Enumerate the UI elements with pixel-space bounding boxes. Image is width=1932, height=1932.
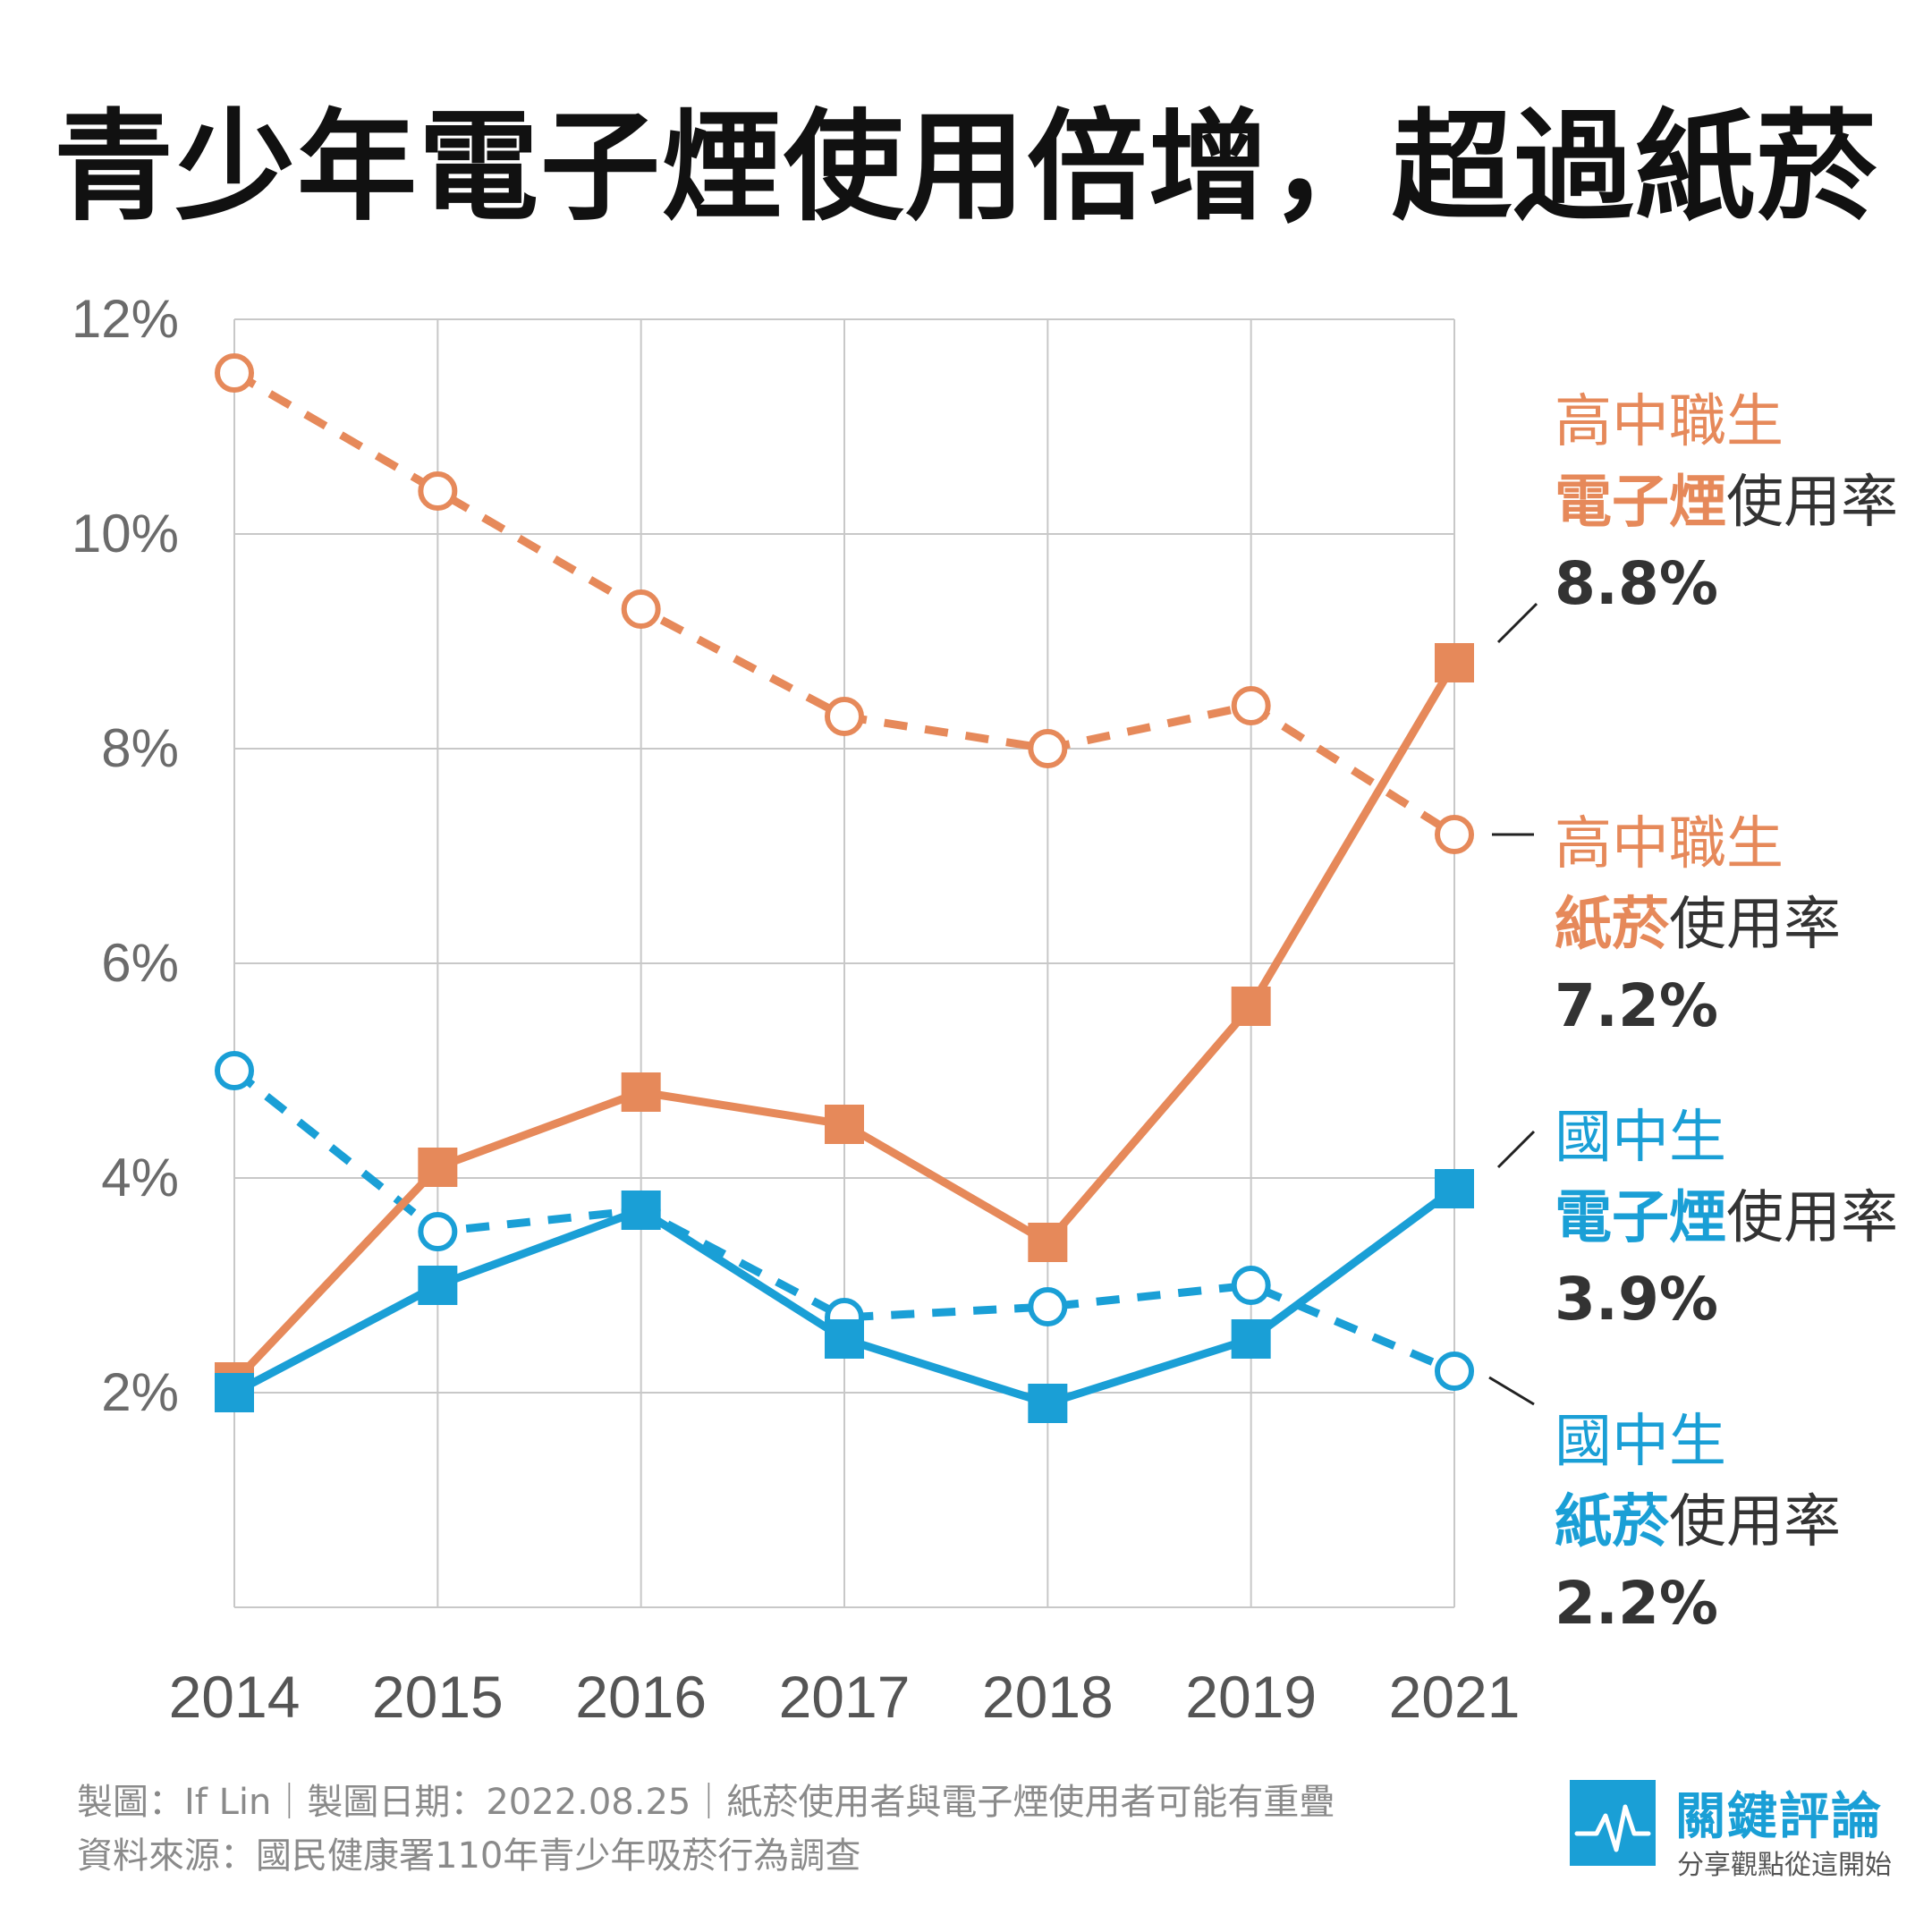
data-point-square xyxy=(1231,1319,1271,1359)
data-point-square xyxy=(1028,1384,1068,1423)
data-point-circle xyxy=(215,353,254,393)
series-lines xyxy=(215,353,1474,1423)
x-tick-label: 2021 xyxy=(1389,1664,1521,1730)
label-hs-ecig: 高中職生 電子煙使用率 8.8% xyxy=(1555,394,1898,614)
x-axis-labels: 2014 2015 2016 2017 2018 2019 2021 xyxy=(169,1664,1521,1730)
label-value: 7.2% xyxy=(1555,971,1719,1040)
data-point-circle xyxy=(215,1051,254,1090)
data-point-square xyxy=(1435,1169,1474,1208)
label-suffix: 使用率 xyxy=(1726,1185,1898,1251)
data-point-square xyxy=(418,1148,458,1187)
pulse-icon xyxy=(1570,1780,1656,1866)
data-point-circle xyxy=(1231,686,1271,725)
y-axis-labels: 12% 10% 8% 6% 4% 2% xyxy=(72,289,179,1422)
label-jh-ecig: 國中生 電子煙使用率 3.9% xyxy=(1555,1109,1898,1329)
data-point-circle xyxy=(1435,815,1474,854)
y-tick-label: 12% xyxy=(72,289,179,349)
data-point-square xyxy=(1028,1223,1068,1262)
label-suffix: 使用率 xyxy=(1669,1489,1841,1555)
data-point-circle xyxy=(825,697,864,736)
data-point-square xyxy=(418,1266,458,1305)
footer-credit: 製圖：If Lin｜製圖日期：2022.08.25｜紙菸使用者與電子煙使用者可能… xyxy=(77,1782,1335,1823)
label-jh-cig: 國中生 紙菸使用率 2.2% xyxy=(1555,1413,1841,1633)
label-group: 國中生 xyxy=(1555,1409,1726,1475)
data-point-circle xyxy=(621,589,661,629)
leader-line xyxy=(1496,602,1538,644)
x-tick-label: 2018 xyxy=(982,1664,1114,1730)
data-point-circle xyxy=(1028,1287,1068,1326)
y-tick-label: 4% xyxy=(101,1148,179,1208)
label-value: 2.2% xyxy=(1555,1569,1719,1638)
label-leader-lines xyxy=(1488,602,1538,1406)
x-tick-label: 2014 xyxy=(169,1664,301,1730)
data-point-circle xyxy=(1028,729,1068,768)
data-point-circle xyxy=(418,1212,458,1251)
data-point-circle xyxy=(1231,1266,1271,1305)
logo-name: 關鍵評論 xyxy=(1675,1788,1883,1846)
logo-tagline: 分享觀點從這開始 xyxy=(1677,1850,1892,1881)
label-product: 紙菸 xyxy=(1555,892,1669,958)
data-point-circle xyxy=(1435,1352,1474,1391)
data-point-square xyxy=(1231,987,1271,1026)
label-product: 紙菸 xyxy=(1555,1489,1669,1555)
data-point-square xyxy=(621,1072,661,1112)
y-tick-label: 2% xyxy=(101,1362,179,1422)
label-product: 電子煙 xyxy=(1555,470,1726,536)
label-value: 8.8% xyxy=(1555,549,1719,618)
data-point-square xyxy=(825,1105,864,1144)
x-tick-label: 2015 xyxy=(372,1664,504,1730)
data-point-circle xyxy=(418,471,458,511)
leader-line xyxy=(1488,1376,1535,1406)
data-point-square xyxy=(1435,643,1474,682)
x-tick-label: 2016 xyxy=(575,1664,707,1730)
label-group: 高中職生 xyxy=(1555,389,1784,455)
label-hs-cig: 高中職生 紙菸使用率 7.2% xyxy=(1555,816,1841,1036)
footer: 製圖：If Lin｜製圖日期：2022.08.25｜紙菸使用者與電子煙使用者可能… xyxy=(77,1775,1335,1883)
data-point-square xyxy=(215,1373,254,1412)
data-point-square xyxy=(621,1191,661,1230)
grid-lines xyxy=(233,318,1455,1608)
x-tick-label: 2019 xyxy=(1185,1664,1317,1730)
footer-source: 資料來源：國民健康署110年青少年吸菸行為調查 xyxy=(77,1835,861,1877)
chart-title: 青少年電子煙使用倍增，超過紙菸 xyxy=(53,97,1878,237)
leader-line xyxy=(1496,1130,1536,1169)
series-cigarette xyxy=(215,353,1474,854)
label-suffix: 使用率 xyxy=(1669,892,1841,958)
label-group: 高中職生 xyxy=(1555,811,1784,877)
y-tick-label: 10% xyxy=(72,504,179,564)
label-product: 電子煙 xyxy=(1555,1185,1726,1251)
series-ecigarette xyxy=(215,1169,1474,1423)
label-value: 3.9% xyxy=(1555,1265,1719,1334)
label-group: 國中生 xyxy=(1555,1105,1726,1171)
x-tick-label: 2017 xyxy=(779,1664,911,1730)
data-point-square xyxy=(825,1319,864,1359)
y-tick-label: 6% xyxy=(101,933,179,993)
y-tick-label: 8% xyxy=(101,718,179,778)
label-suffix: 使用率 xyxy=(1726,470,1898,536)
